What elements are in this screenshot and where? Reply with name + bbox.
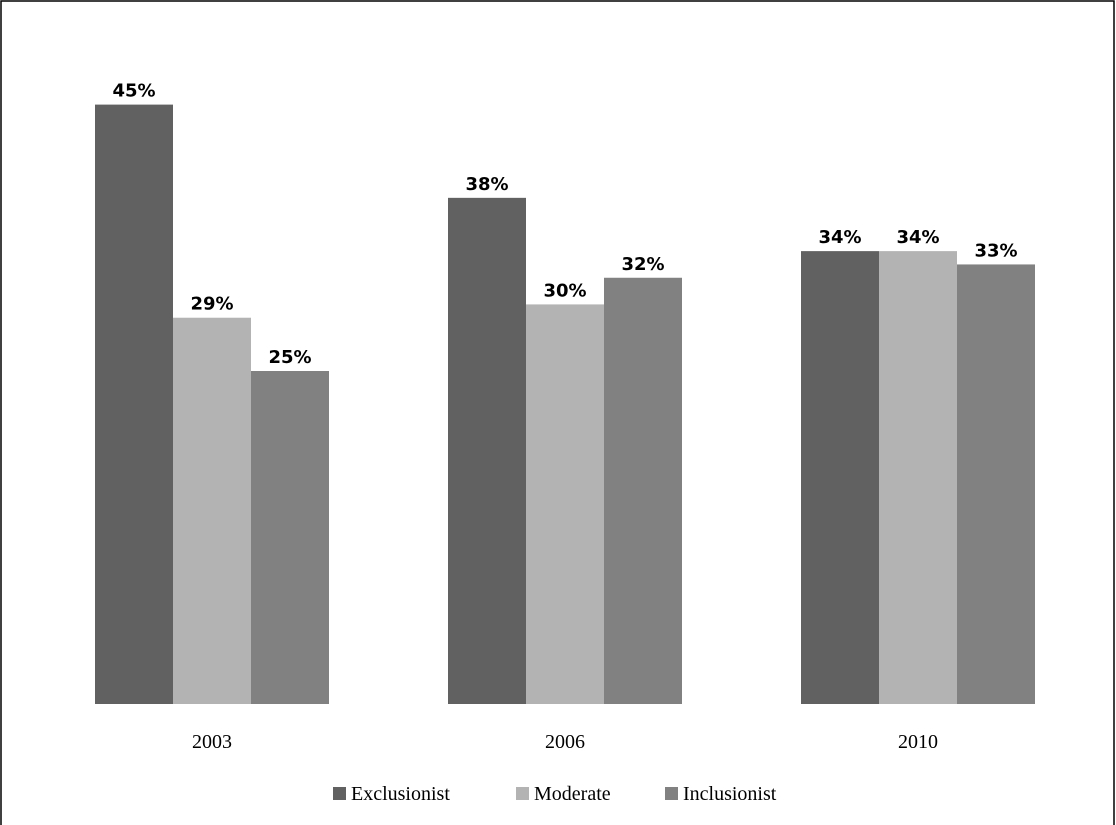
- x-axis-tick-labels: 2003 2006 2010: [192, 731, 938, 753]
- legend-label-exclusionist: Exclusionist: [351, 783, 450, 805]
- bar-inclusionist-2010: [957, 264, 1035, 704]
- legend-swatch-moderate: [516, 787, 529, 800]
- legend-swatch-exclusionist: [333, 787, 346, 800]
- data-label-inclusionist-2006: 32%: [621, 254, 664, 275]
- bar-moderate-2006: [526, 304, 604, 704]
- data-label-exclusionist-2010: 34%: [818, 227, 861, 248]
- bar-moderate-2010: [879, 251, 957, 704]
- bar-exclusionist-2006: [448, 197, 526, 704]
- bar-inclusionist-2003: [251, 371, 329, 704]
- data-label-moderate-2010: 34%: [896, 227, 939, 248]
- bar-moderate-2003: [173, 317, 251, 704]
- data-label-moderate-2003: 29%: [190, 294, 233, 315]
- legend: Exclusionist Moderate Inclusionist: [333, 783, 777, 805]
- legend-swatch-inclusionist: [665, 787, 678, 800]
- legend-label-moderate: Moderate: [534, 783, 611, 805]
- x-tick-label-2006: 2006: [545, 731, 585, 753]
- value-labels-layer: 45% 29% 25% 38% 30% 32% 34% 34% 33%: [112, 81, 1017, 368]
- data-label-exclusionist-2003: 45%: [112, 81, 155, 102]
- bar-exclusionist-2003: [95, 104, 173, 705]
- data-label-exclusionist-2006: 38%: [465, 174, 508, 195]
- legend-label-inclusionist: Inclusionist: [683, 783, 777, 805]
- data-label-inclusionist-2010: 33%: [974, 240, 1017, 261]
- bar-exclusionist-2010: [801, 251, 879, 704]
- data-label-moderate-2006: 30%: [543, 280, 586, 301]
- bar-inclusionist-2006: [604, 277, 682, 704]
- x-tick-label-2003: 2003: [192, 731, 232, 753]
- data-label-inclusionist-2003: 25%: [268, 347, 311, 368]
- x-tick-label-2010: 2010: [898, 731, 938, 753]
- bars-layer: [95, 104, 1035, 705]
